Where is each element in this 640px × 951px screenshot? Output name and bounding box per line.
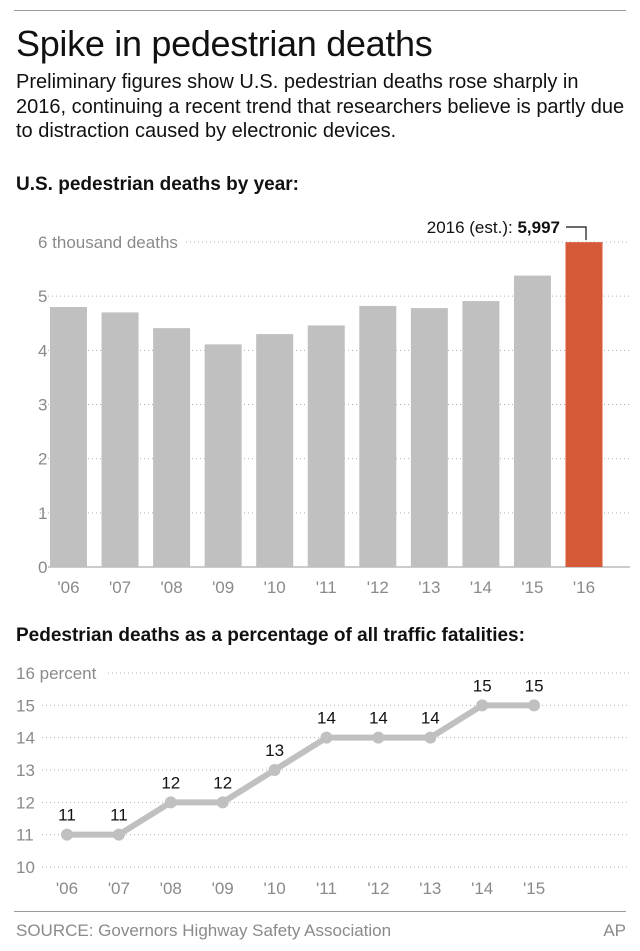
credit-label: AP	[603, 921, 626, 940]
bar-annotation-label: 2016 (est.):	[427, 218, 518, 237]
line-data-label: 15	[525, 676, 544, 695]
bar-2009	[204, 344, 242, 567]
line-y-tick-label: 13	[16, 761, 35, 780]
line-point	[320, 731, 333, 744]
bar-x-tick-label: '12	[367, 578, 389, 597]
line-point	[164, 796, 177, 809]
line-chart-title: Pedestrian deaths as a percentage of all…	[16, 625, 525, 646]
bar-y-tick-label: 1	[38, 504, 47, 523]
bar-y-tick-label: 4	[38, 341, 47, 360]
line-data-label: 15	[473, 676, 492, 695]
bar-x-tick-label: '09	[212, 578, 234, 597]
line-y-tick-label: 16 percent	[16, 664, 97, 683]
bar-x-tick-label: '11	[316, 578, 337, 597]
line-data-label: 13	[265, 741, 284, 760]
bar-x-tick-label: '10	[264, 578, 286, 597]
bar-2015	[513, 275, 551, 567]
bar-2006	[50, 307, 87, 567]
line-point	[372, 731, 385, 744]
bar-y-tick-label: 5	[38, 287, 47, 306]
line-data-label: 14	[317, 709, 336, 728]
bar-y-tick-label: 0	[38, 558, 47, 577]
bar-annotation-value: 5,997	[517, 218, 560, 237]
bar-2016	[565, 242, 603, 567]
bar-2012	[359, 305, 397, 567]
bar-x-tick-label: '06	[57, 578, 79, 597]
line-x-tick-label: '12	[367, 879, 389, 898]
line-data-label: 11	[110, 806, 128, 825]
line-x-tick-label: '08	[160, 879, 182, 898]
bar-x-tick-label: '07	[109, 578, 131, 597]
source-note: SOURCE: Governors Highway Safety Associa…	[16, 921, 392, 940]
bar-2007	[101, 312, 139, 567]
bar-x-tick-label: '14	[470, 578, 492, 597]
bar-2010	[256, 334, 294, 567]
page-title: Spike in pedestrian deaths	[16, 23, 433, 64]
line-y-tick-label: 12	[16, 793, 35, 812]
line-y-tick-label: 15	[16, 696, 35, 715]
line-x-tick-label: '09	[212, 879, 234, 898]
line-point	[112, 828, 125, 841]
line-x-tick-label: '11	[316, 879, 337, 898]
line-y-tick-label: 14	[16, 729, 35, 748]
bar-y-tick-label: 3	[38, 396, 47, 415]
bar-annotation: 2016 (est.): 5,997	[427, 218, 560, 237]
line-data-label: 12	[213, 773, 232, 792]
footer-rule	[14, 911, 626, 912]
line-x-tick-label: '13	[419, 879, 441, 898]
page-subtitle: Preliminary figures show U.S. pedestrian…	[16, 71, 625, 142]
line-y-tick-label: 10	[16, 858, 35, 877]
line-data-label: 14	[421, 709, 440, 728]
bar-x-tick-label: '13	[418, 578, 440, 597]
bar-y-tick-label: 6 thousand deaths	[38, 233, 178, 252]
bar-2013	[410, 308, 448, 567]
line-data-label: 12	[161, 773, 180, 792]
bar-chart: 0 1 2 3 4 5 6 thousand deaths '06 '07 '08 '09 '10 '1…	[38, 218, 630, 597]
line-x-tick-label: '06	[56, 879, 78, 898]
line-point	[528, 699, 541, 712]
line-point	[424, 731, 437, 744]
line-point	[216, 796, 229, 809]
line-series	[64, 702, 538, 838]
line-x-tick-label: '14	[471, 879, 493, 898]
line-point	[476, 699, 489, 712]
line-point	[61, 828, 73, 841]
line-point	[268, 764, 281, 776]
bar-chart-title: U.S. pedestrian deaths by year:	[16, 174, 299, 195]
bar-2011	[307, 325, 345, 567]
line-x-tick-label: '07	[108, 879, 130, 898]
line-x-tick-label: '10	[264, 879, 286, 898]
bar-2008	[153, 328, 191, 567]
bar-annotation-leader	[566, 226, 587, 241]
line-data-label: 14	[369, 709, 388, 728]
line-chart: 10 11 12 13 14 15 16 percent 11 '06 11 '07 12 '08 12 '…	[16, 664, 630, 898]
bar-x-tick-label: '08	[161, 578, 183, 597]
bar-2014	[462, 301, 500, 567]
line-data-label: 11	[58, 806, 76, 825]
top-rule	[14, 10, 626, 11]
bar-x-tick-label: '15	[521, 578, 543, 597]
line-x-tick-label: '15	[523, 879, 545, 898]
line-y-tick-label: 11	[16, 826, 34, 845]
bar-x-tick-label: '16	[573, 578, 595, 597]
bar-y-tick-label: 2	[38, 450, 47, 469]
